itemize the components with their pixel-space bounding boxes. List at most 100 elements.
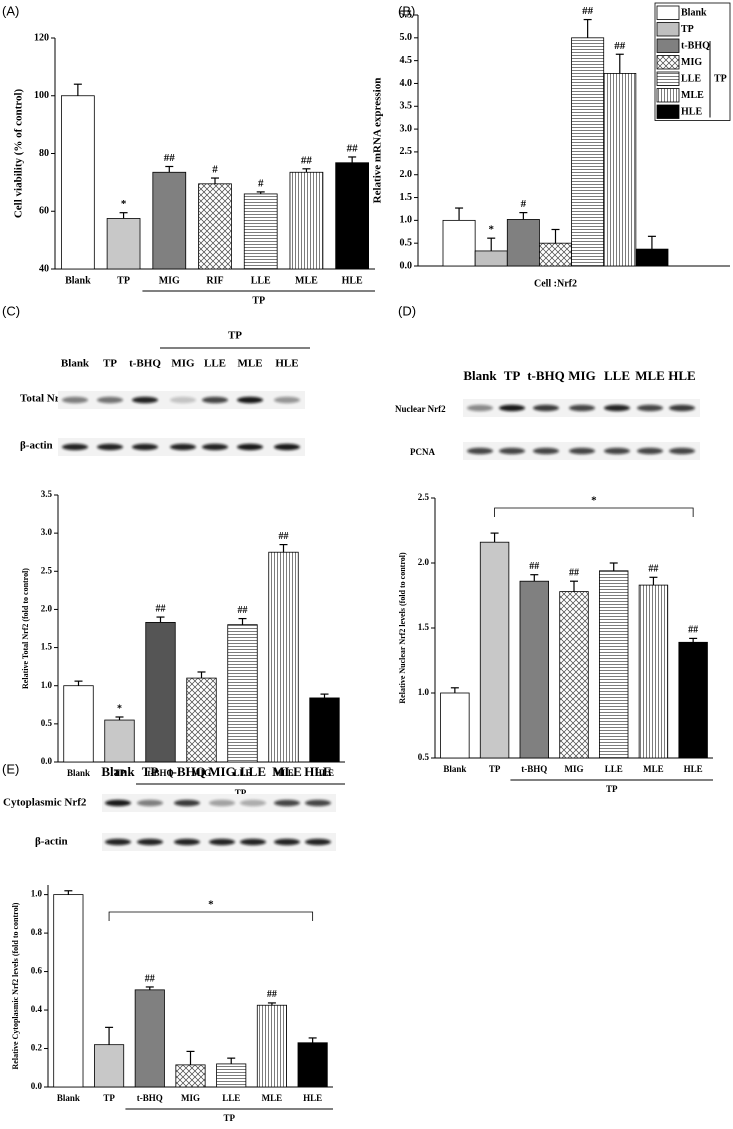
blot-band: [533, 404, 559, 412]
bar: [243, 193, 278, 270]
blot-band: [569, 404, 595, 412]
y-tick-label: 3.5: [400, 101, 413, 112]
legend-label: MLE: [681, 90, 704, 101]
x-tick-label: MIG: [181, 1093, 200, 1103]
x-tick-label: TP: [489, 764, 501, 774]
x-tick-label: MIG: [192, 768, 211, 778]
bar: [61, 95, 95, 270]
y-tick-label: 60: [39, 206, 49, 217]
significance-label: ##: [267, 989, 277, 1000]
x-tick-label: MLE: [643, 764, 664, 774]
bar: [638, 584, 669, 759]
lane-label: t-BHQ: [527, 368, 565, 383]
blot-band: [97, 443, 123, 451]
bar: [104, 719, 135, 763]
x-tick-label: RIF: [206, 275, 223, 286]
lane-label: MIG: [568, 368, 595, 383]
panel-label: (B): [398, 3, 415, 18]
x-tick-label: LLE: [233, 768, 251, 778]
bar: [145, 621, 176, 763]
y-tick-label: 2.5: [41, 565, 53, 575]
legend-swatch: [656, 71, 680, 86]
bar: [335, 162, 369, 270]
y-tick-label: 0.0: [41, 756, 53, 766]
lane-label: MLE: [635, 368, 665, 383]
y-tick-label: 4.5: [400, 55, 413, 66]
blot-band: [62, 443, 88, 451]
bar: [94, 1044, 125, 1088]
y-tick-label: 2.0: [41, 603, 53, 613]
bar: [106, 218, 141, 270]
blot-band: [132, 396, 158, 404]
blot-band: [604, 447, 630, 455]
blot-band: [669, 447, 695, 455]
blot-band: [237, 396, 263, 404]
bar: [134, 989, 165, 1088]
y-tick-label: 0.6: [31, 966, 43, 976]
x-tick-label: Blank: [65, 275, 91, 286]
y-tick-label: 5.0: [400, 32, 413, 43]
blot-band: [170, 396, 196, 404]
y-tick-label: 1.5: [400, 192, 413, 203]
x-tick-label: HLE: [303, 1093, 322, 1103]
bar: [227, 624, 258, 763]
lane-label: Blank: [101, 764, 135, 779]
bar: [186, 677, 217, 763]
bar: [309, 697, 340, 763]
blot-band: [132, 443, 158, 451]
blot-band: [209, 799, 235, 807]
y-tick-label: 0.5: [418, 752, 430, 762]
x-tick-label: MLE: [273, 768, 294, 778]
y-tick-label: 0.5: [400, 237, 413, 248]
y-tick-label: 0.2: [31, 1043, 43, 1053]
blot-band: [669, 404, 695, 412]
blot-band: [170, 443, 196, 451]
bar: [440, 692, 470, 759]
y-tick-label: 1.0: [41, 680, 53, 690]
y-tick-label: 0.4: [31, 1004, 43, 1014]
lane-label: MLE: [272, 764, 302, 779]
significance-label: ##: [614, 40, 626, 52]
x-tick-label: MLE: [262, 1093, 283, 1103]
y-tick-label: 0.0: [400, 260, 413, 271]
x-tick-label: LLE: [605, 764, 623, 774]
y-tick-label: 1.0: [400, 215, 413, 226]
blot-band: [569, 447, 595, 455]
blot-band: [637, 447, 663, 455]
bracket: [494, 507, 694, 517]
x-tick-label: Blank: [443, 764, 466, 774]
blot-band: [499, 447, 525, 455]
y-tick-label: 2.0: [400, 169, 413, 180]
y-tick-label: 3.5: [41, 489, 53, 499]
blot-band: [237, 443, 263, 451]
group-label: TP: [606, 784, 618, 794]
blot-band: [604, 404, 630, 412]
blot-row-label: Cytoplasmic Nrf2: [3, 797, 87, 809]
blot-row-label: PCNA: [410, 447, 435, 457]
y-axis-title: Relative Total Nrf2 (fold to control): [21, 568, 30, 689]
x-tick-label: HLE: [684, 764, 703, 774]
bar: [53, 894, 84, 1088]
lane-label: LLE: [204, 358, 226, 370]
significance-label: ##: [164, 152, 176, 164]
bar: [442, 219, 476, 267]
blot-band: [305, 799, 331, 807]
bar: [678, 641, 708, 759]
x-tick-label: MIG: [565, 764, 584, 774]
blot-row-label: β-actin: [20, 440, 53, 452]
y-tick-label: 1.5: [41, 642, 53, 652]
y-tick-label: 1.0: [31, 889, 43, 899]
significance-label: ##: [301, 154, 313, 166]
blot-band: [305, 838, 331, 846]
lane-label: Blank: [463, 368, 497, 383]
blot-band: [240, 799, 266, 807]
bar: [175, 1064, 206, 1088]
bar: [474, 250, 508, 267]
blot-band: [274, 396, 300, 404]
y-axis-title: Relative mRNA expression: [372, 78, 384, 204]
x-tick-label: t-BHQ: [148, 768, 174, 778]
blot-group-label: TP: [228, 330, 242, 342]
bracket-label: *: [591, 495, 597, 507]
blot-band: [467, 404, 493, 412]
